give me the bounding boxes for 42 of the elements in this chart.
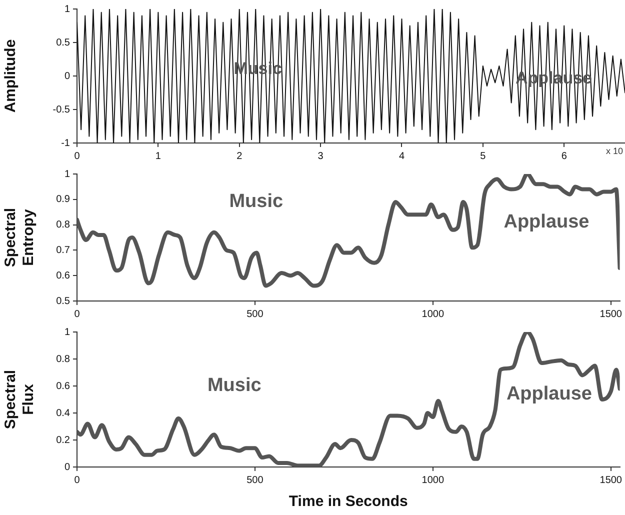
y-tick-label: 0.7 [56,244,70,256]
y-tick-label: 0.5 [56,37,70,48]
y-tick-label: 0.5 [56,296,70,307]
annotation: Music [229,191,284,212]
x-tick-label: 0 [74,474,80,486]
y-tick-label: 0.8 [56,354,70,365]
annotation: Applause [506,383,592,404]
y-tick-label: -0.5 [52,104,70,116]
x-tick-label: 500 [246,474,264,486]
y-tick-label: 0.9 [56,194,70,206]
y-tick-label: -1 [61,138,70,149]
x-tick-label: 6 [561,150,568,162]
annotation: Applause [504,211,590,232]
x-tick-label: 0 [74,150,80,162]
y-tick-label: 0.6 [56,380,70,392]
text: x 10 [606,146,623,156]
y-axis-title: Spectral Flux [2,370,38,430]
x-tick-label: 1500 [600,308,622,320]
x-tick-label: 1000 [422,474,444,486]
x-tick-label: 1500 [600,474,622,486]
y-tick-label: 0.4 [56,408,70,419]
y-tick-label: 1 [64,326,70,338]
x-tick-label: 2 [236,150,243,162]
x-tick-label: 1000 [422,308,444,320]
y-tick-label: 0.2 [56,434,70,446]
y-tick-label: 0 [64,462,70,473]
y-axis-title: Spectral Entropy [2,208,38,268]
x-tick-label: 3 [318,150,324,162]
x-tick-label: 0 [74,308,80,320]
line-series [77,174,620,288]
y-tick-label: 0 [64,70,70,82]
y-tick-label: 0.8 [56,220,70,231]
x-axis-title: Time in Seconds [288,493,408,510]
y-tick-label: 0.6 [56,270,70,282]
x-tick-label: 1 [155,150,162,162]
x-tick-label: 500 [246,308,264,320]
x-tick-label: 4 [398,150,405,162]
y-tick-label: 1 [64,4,70,15]
x-tick-label: 5 [480,150,486,162]
y-tick-label: 1 [64,168,70,180]
y-axis-title: Amplitude [2,39,20,113]
annotation: Music [207,375,262,396]
